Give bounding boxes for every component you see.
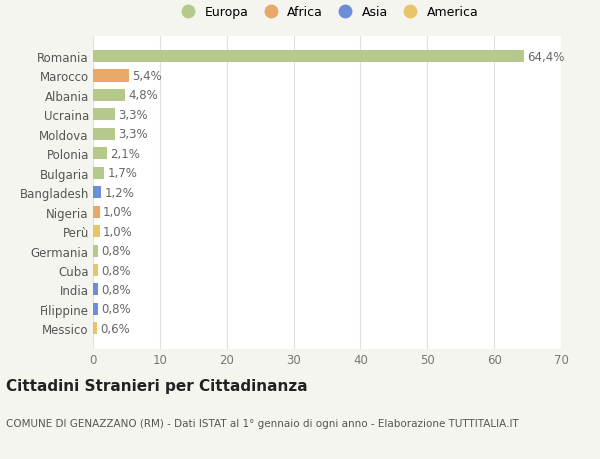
Bar <box>93 284 98 296</box>
Bar <box>93 206 100 218</box>
Legend: Europa, Africa, Asia, America: Europa, Africa, Asia, America <box>170 1 484 24</box>
Text: COMUNE DI GENAZZANO (RM) - Dati ISTAT al 1° gennaio di ogni anno - Elaborazione : COMUNE DI GENAZZANO (RM) - Dati ISTAT al… <box>6 418 519 428</box>
Text: 1,0%: 1,0% <box>103 206 133 218</box>
Text: 1,2%: 1,2% <box>104 186 134 199</box>
Text: 0,8%: 0,8% <box>101 245 131 257</box>
Text: 0,8%: 0,8% <box>101 264 131 277</box>
Bar <box>93 70 129 82</box>
Bar <box>93 109 115 121</box>
Bar <box>93 168 104 179</box>
Bar <box>93 225 100 238</box>
Bar <box>93 303 98 315</box>
Bar <box>93 51 524 63</box>
Bar <box>93 264 98 276</box>
Bar <box>93 323 97 335</box>
Bar <box>93 90 125 102</box>
Text: 1,7%: 1,7% <box>108 167 137 180</box>
Text: Cittadini Stranieri per Cittadinanza: Cittadini Stranieri per Cittadinanza <box>6 379 308 394</box>
Text: 5,4%: 5,4% <box>133 70 162 83</box>
Text: 0,8%: 0,8% <box>101 283 131 297</box>
Text: 1,0%: 1,0% <box>103 225 133 238</box>
Text: 3,3%: 3,3% <box>118 128 148 141</box>
Text: 64,4%: 64,4% <box>527 50 564 63</box>
Bar <box>93 129 115 140</box>
Text: 2,1%: 2,1% <box>110 147 140 161</box>
Text: 3,3%: 3,3% <box>118 109 148 122</box>
Text: 0,6%: 0,6% <box>100 322 130 335</box>
Text: 4,8%: 4,8% <box>128 89 158 102</box>
Bar <box>93 245 98 257</box>
Text: 0,8%: 0,8% <box>101 303 131 316</box>
Bar <box>93 187 101 199</box>
Bar <box>93 148 107 160</box>
